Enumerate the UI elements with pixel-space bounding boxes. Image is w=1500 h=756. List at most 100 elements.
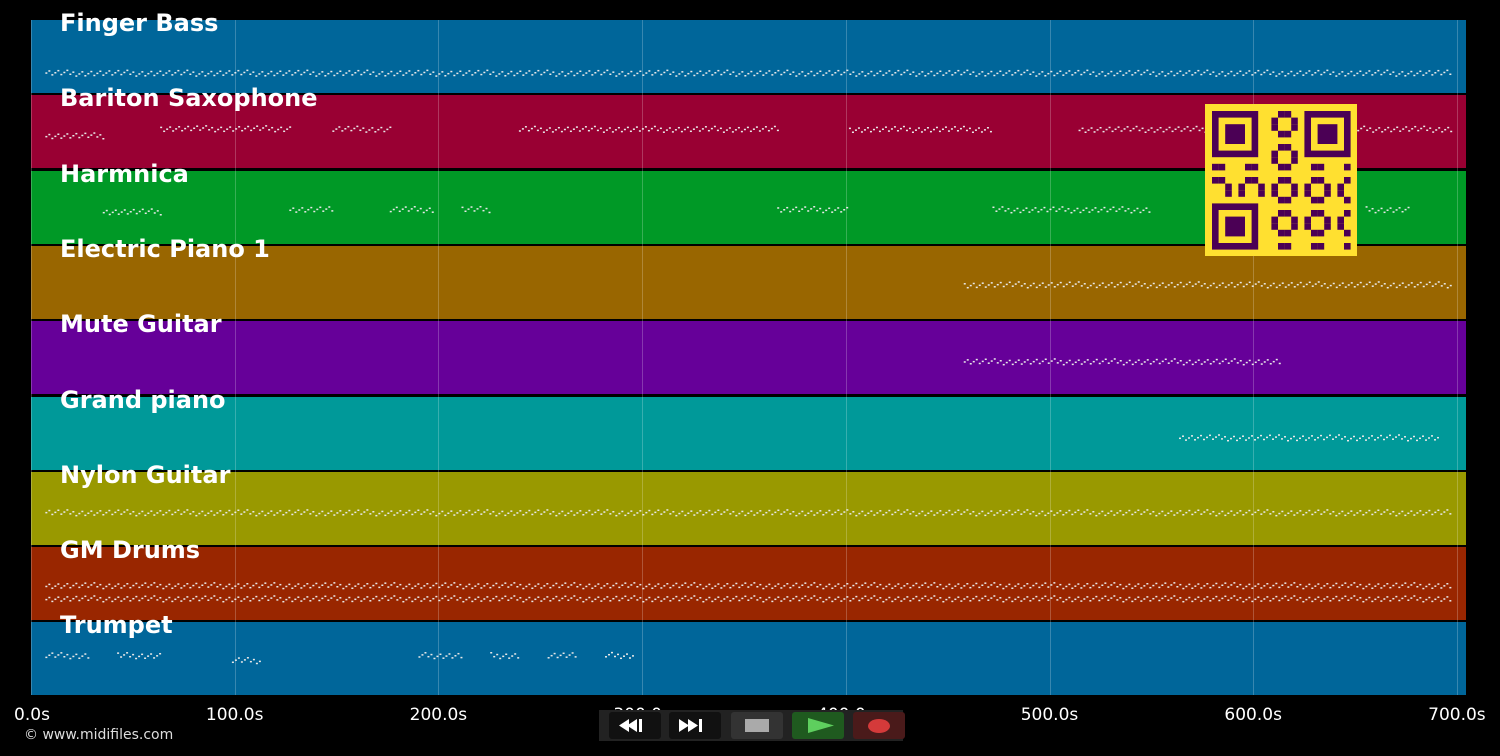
track-nylon-guitar[interactable]: Nylon Guitar bbox=[31, 461, 1466, 545]
qr-module bbox=[1311, 243, 1318, 250]
note-mark bbox=[1338, 586, 1341, 589]
note-mark bbox=[1113, 582, 1116, 584]
note-mark bbox=[438, 586, 441, 589]
note-mark bbox=[1164, 75, 1167, 77]
note-mark bbox=[132, 654, 135, 656]
note-mark bbox=[599, 127, 602, 130]
fast-forward-button[interactable] bbox=[669, 712, 721, 739]
note-mark bbox=[680, 131, 683, 133]
note-mark bbox=[1245, 72, 1248, 74]
note-mark bbox=[540, 73, 543, 76]
note-mark bbox=[1359, 70, 1362, 73]
note-mark bbox=[228, 583, 231, 586]
note-mark bbox=[414, 511, 417, 513]
track-gm-drums[interactable]: GM Drums bbox=[31, 536, 1466, 621]
note-mark bbox=[1194, 283, 1197, 285]
note-mark bbox=[1293, 514, 1296, 516]
note-mark bbox=[585, 511, 588, 514]
note-mark bbox=[219, 584, 222, 586]
note-mark bbox=[990, 282, 993, 284]
note-mark bbox=[294, 72, 297, 74]
track-mute-guitar[interactable]: Mute Guitar bbox=[31, 310, 1466, 395]
play-button[interactable] bbox=[792, 712, 844, 739]
note-mark bbox=[786, 509, 789, 511]
note-mark bbox=[477, 69, 480, 72]
note-mark bbox=[528, 70, 531, 72]
note-mark bbox=[1116, 512, 1119, 514]
note-mark bbox=[666, 509, 669, 511]
note-mark bbox=[1131, 513, 1134, 516]
note-mark bbox=[171, 587, 174, 590]
note-mark bbox=[387, 599, 390, 602]
qr-module bbox=[1311, 229, 1318, 237]
record-button[interactable] bbox=[853, 712, 905, 739]
note-mark bbox=[1387, 127, 1390, 129]
note-mark bbox=[636, 512, 639, 514]
note-mark bbox=[780, 513, 783, 515]
note-mark bbox=[1275, 582, 1278, 585]
note-mark bbox=[962, 126, 965, 128]
note-mark bbox=[279, 70, 282, 73]
note-mark bbox=[1278, 512, 1281, 515]
note-mark bbox=[1335, 75, 1338, 77]
note-mark bbox=[1047, 362, 1050, 365]
note-mark bbox=[1227, 439, 1229, 441]
note-mark bbox=[350, 130, 353, 132]
note-mark bbox=[129, 587, 132, 589]
qr-finder-module bbox=[1317, 124, 1338, 144]
note-mark bbox=[612, 510, 615, 513]
note-mark bbox=[54, 135, 57, 138]
note-mark bbox=[1221, 584, 1224, 587]
track-trumpet[interactable]: Trumpet bbox=[31, 611, 1466, 696]
note-mark bbox=[69, 137, 72, 139]
note-mark bbox=[675, 582, 678, 585]
note-mark bbox=[606, 596, 609, 598]
note-mark bbox=[183, 598, 186, 600]
note-mark bbox=[819, 207, 822, 209]
note-mark bbox=[983, 129, 986, 131]
note-mark bbox=[54, 585, 57, 588]
note-mark bbox=[978, 73, 981, 75]
note-mark bbox=[1314, 438, 1316, 441]
note-mark bbox=[575, 126, 578, 129]
note-mark bbox=[963, 361, 966, 363]
track-electric-piano-1[interactable]: Electric Piano 1 bbox=[31, 235, 1466, 319]
note-mark bbox=[801, 597, 804, 600]
note-mark bbox=[762, 587, 765, 590]
note-mark bbox=[435, 595, 438, 598]
note-mark bbox=[522, 74, 525, 76]
note-mark bbox=[560, 131, 563, 133]
note-mark bbox=[999, 584, 1002, 586]
rewind-button[interactable] bbox=[609, 712, 661, 739]
note-mark bbox=[867, 599, 870, 602]
note-mark bbox=[1260, 513, 1263, 515]
note-mark bbox=[333, 74, 336, 77]
qr-module bbox=[1238, 183, 1245, 191]
note-mark bbox=[253, 127, 256, 130]
note-mark bbox=[1092, 598, 1095, 600]
note-mark bbox=[1101, 360, 1104, 363]
note-mark bbox=[81, 135, 84, 137]
note-mark bbox=[258, 73, 261, 75]
qr-module bbox=[1245, 163, 1252, 171]
note-mark bbox=[861, 584, 864, 587]
note-mark bbox=[1233, 358, 1236, 360]
note-mark bbox=[1329, 73, 1332, 76]
qr-module bbox=[1304, 183, 1311, 191]
note-mark bbox=[756, 586, 759, 588]
note-mark bbox=[1182, 587, 1185, 590]
track-grand-piano[interactable]: Grand piano bbox=[31, 386, 1466, 470]
note-mark bbox=[1104, 358, 1107, 361]
note-mark bbox=[603, 598, 606, 600]
note-mark bbox=[198, 512, 201, 515]
note-mark bbox=[1440, 73, 1443, 76]
note-mark bbox=[48, 596, 51, 599]
track-finger-bass[interactable]: Finger Bass bbox=[31, 9, 1466, 93]
stop-button[interactable] bbox=[731, 712, 783, 739]
note-mark bbox=[408, 509, 411, 512]
note-mark bbox=[1094, 206, 1097, 209]
note-mark bbox=[1023, 361, 1026, 363]
note-mark bbox=[360, 73, 363, 76]
note-mark bbox=[1101, 282, 1104, 284]
qr-module bbox=[1238, 190, 1245, 197]
